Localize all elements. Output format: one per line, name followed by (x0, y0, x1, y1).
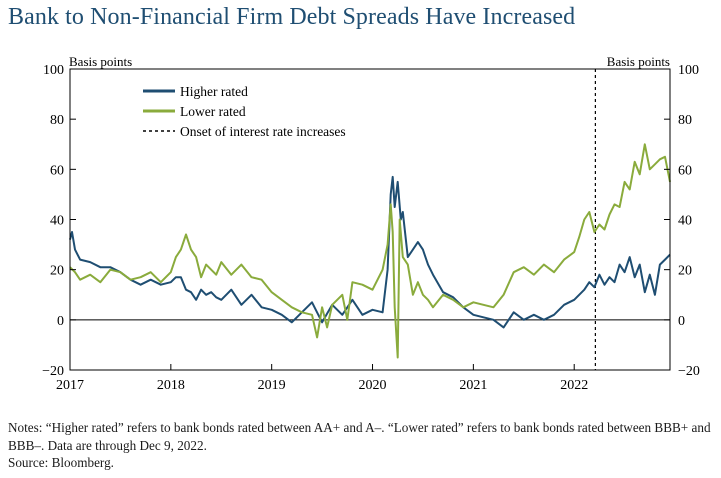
legend-label: Higher rated (180, 84, 248, 99)
x-tick-label: 2020 (359, 378, 387, 393)
y-tick-label-left: 40 (50, 214, 64, 229)
y-tick-label-right: 40 (678, 214, 692, 229)
frame-layer (69, 68, 671, 371)
legend-label: Lower rated (180, 104, 246, 119)
y-tick-label-left: 20 (50, 264, 64, 279)
y-tick-label-right: 80 (678, 113, 692, 128)
legend: Higher rated Lower rated Onset of interest… (143, 84, 346, 139)
series-line-higher-rated (69, 175, 671, 329)
y-tick-label-right: 20 (678, 264, 692, 279)
legend-label: Onset of interest rate increases (180, 124, 346, 139)
x-tick-label: 2019 (258, 378, 286, 393)
grid-layer (70, 69, 670, 370)
source-text: Source: Bloomberg. (8, 455, 114, 470)
chart-notes: Notes: “Higher rated” refers to bank bon… (8, 419, 714, 472)
x-tick-label: 2018 (157, 378, 185, 393)
y-tick-label-left: 0 (57, 314, 64, 329)
x-tick-label: 2017 (56, 378, 84, 393)
y-tick-label-left: 60 (50, 163, 64, 178)
plot-frame (69, 68, 671, 371)
y-tick-label-right: 100 (678, 63, 699, 78)
x-tick-label: 2022 (560, 378, 588, 393)
y-tick-label-right: 0 (678, 314, 685, 329)
series-layer (69, 143, 671, 359)
x-tick-label: 2021 (459, 378, 487, 393)
chart-title: Bank to Non-Financial Firm Debt Spreads … (8, 4, 576, 30)
notes-text: Notes: “Higher rated” refers to bank bon… (8, 420, 711, 453)
y-tick-label-right: −20 (678, 364, 700, 379)
series-line-lower-rated (69, 143, 671, 359)
y-tick-label-right: 60 (678, 163, 692, 178)
y-axis-label-left: Basis points (69, 54, 132, 69)
y-tick-label-left: 80 (50, 113, 64, 128)
y-tick-label-left: 100 (43, 63, 64, 78)
y-tick-label-left: −20 (42, 364, 64, 379)
y-axis-label-right: Basis points (607, 54, 670, 69)
